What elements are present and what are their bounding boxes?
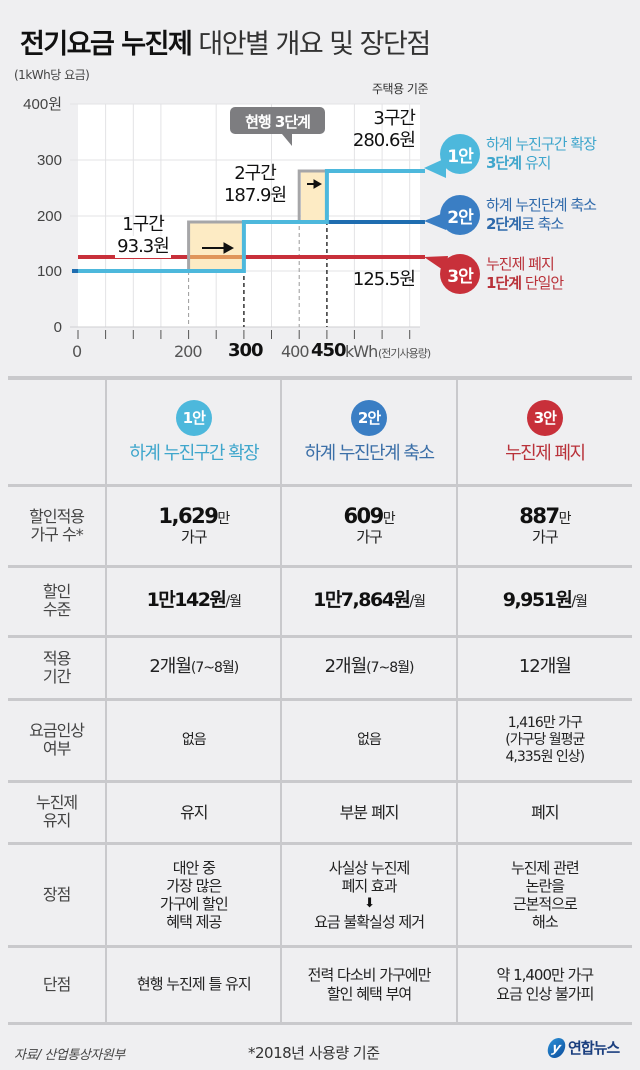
tier3-label: 3구간 280.6원 bbox=[352, 108, 416, 151]
plan3-header: 3안 누진제 폐지 bbox=[455, 376, 632, 487]
current-tier-line-2 bbox=[297, 169, 327, 222]
current-3tier-tag bbox=[230, 107, 325, 146]
table-row-increase: 요금인상 여부 없음 없음 1,416만 가구 (가구당 월평균 4,335원 인… bbox=[8, 699, 632, 783]
y-tick-labels: 400원 300 200 100 0 bbox=[23, 96, 62, 336]
current-tier-line-1 bbox=[187, 220, 244, 271]
page-title: 전기요금 누진제 대안별 개요 및 장단점 bbox=[20, 22, 431, 61]
row-label: 누진제 유지 bbox=[8, 781, 107, 845]
plan1-badge: 1안 bbox=[440, 134, 480, 174]
svg-text:300: 300 bbox=[37, 152, 62, 169]
plan2-badge: 2안 bbox=[440, 195, 480, 235]
yonhap-logo-text: 연합뉴스 bbox=[568, 1039, 620, 1057]
row-label: 적용 기간 bbox=[8, 636, 107, 701]
current-tag-label: 현행 3단계 bbox=[245, 113, 311, 131]
title-bold: 전기요금 누진제 bbox=[20, 29, 193, 60]
plan1-callout-tail bbox=[424, 158, 446, 178]
svg-text:100: 100 bbox=[37, 263, 62, 280]
table-row-pros: 장점 대안 중 가장 많은 가구에 할인 혜택 제공 사실상 누진제 폐지 효과… bbox=[8, 843, 632, 948]
title-light: 대안별 개요 및 장단점 bbox=[198, 29, 431, 60]
tariff-step-chart: 400원 300 200 100 0 bbox=[23, 96, 448, 339]
plan2-header: 2안 하계 누진단계 축소 bbox=[280, 376, 457, 487]
plan3-badge: 3안 bbox=[440, 254, 480, 294]
row-label: 단점 bbox=[8, 946, 107, 1025]
y-tick-400: 400원 bbox=[23, 96, 62, 113]
arrow-down-icon: ⬇ bbox=[364, 895, 375, 911]
plan1-step-line bbox=[78, 169, 425, 273]
plan1-badge: 1안 bbox=[175, 400, 212, 437]
svg-text:0: 0 bbox=[54, 319, 62, 336]
tier1-label: 1구간 93.3원 bbox=[115, 214, 171, 258]
row-label: 요금인상 여부 bbox=[8, 699, 107, 783]
y-unit-label: (1kWh당 요금) bbox=[14, 68, 90, 82]
basis-label: 주택용 기준 bbox=[372, 82, 429, 96]
plan2-badge: 2안 bbox=[351, 400, 388, 437]
footnote: *2018년 사용량 기준 bbox=[248, 1044, 380, 1062]
table-row-period: 적용 기간 2개월(7~8월) 2개월(7~8월) 12개월 bbox=[8, 636, 632, 701]
table-row-cons: 단점 현행 누진제 틀 유지 전력 다소비 가구에만 할인 혜택 부여 약 1,… bbox=[8, 946, 632, 1025]
table-header-row: 1안 하계 누진구간 확장 2안 하계 누진단계 축소 3안 누진제 폐지 bbox=[8, 376, 632, 487]
yonhap-logo-icon: y bbox=[545, 1037, 568, 1058]
arrow-right-icon bbox=[307, 179, 323, 189]
plan3-badge: 3안 bbox=[526, 400, 563, 437]
svg-text:200: 200 bbox=[37, 208, 62, 225]
plan1-callout: 1안 하계 누진구간 확장 3단계 유지 bbox=[440, 134, 597, 174]
plan3-callout: 3안 누진제 폐지 1단계 단일안 bbox=[440, 254, 564, 294]
table-row-discount: 할인 수준 1만142원/월 1만7,864원/월 9,951원/월 bbox=[8, 566, 632, 638]
table-row-progressive: 누진제 유지 유지 부분 폐지 폐지 bbox=[8, 781, 632, 845]
plan2-callout: 2안 하계 누진단계 축소 2단계로 축소 bbox=[440, 195, 597, 235]
table-row-households: 할인적용 가구 수* 1,629만 가구 609만 가구 887만 가구 bbox=[8, 485, 632, 568]
row-label: 장점 bbox=[8, 843, 107, 948]
x-tick-marks bbox=[77, 330, 411, 339]
source-credit: 자료/ 산업통상자원부 bbox=[14, 1048, 125, 1063]
row-label: 할인적용 가구 수* bbox=[8, 485, 107, 568]
arrow-right-icon bbox=[202, 242, 235, 254]
tier2-label: 2구간 187.9원 bbox=[223, 163, 287, 206]
row-label: 할인 수준 bbox=[8, 566, 107, 638]
yonhap-logo: y 연합뉴스 bbox=[545, 1037, 620, 1058]
plan1-header: 1안 하계 누진구간 확장 bbox=[105, 376, 282, 487]
flat-price-label: 125.5원 bbox=[352, 269, 416, 290]
comparison-table: 1안 하계 누진구간 확장 2안 하계 누진단계 축소 3안 누진제 폐지 할인… bbox=[8, 376, 632, 1025]
x-tick-labels: 0 200 300 400 450 kWh (전기사용량) bbox=[72, 340, 431, 361]
